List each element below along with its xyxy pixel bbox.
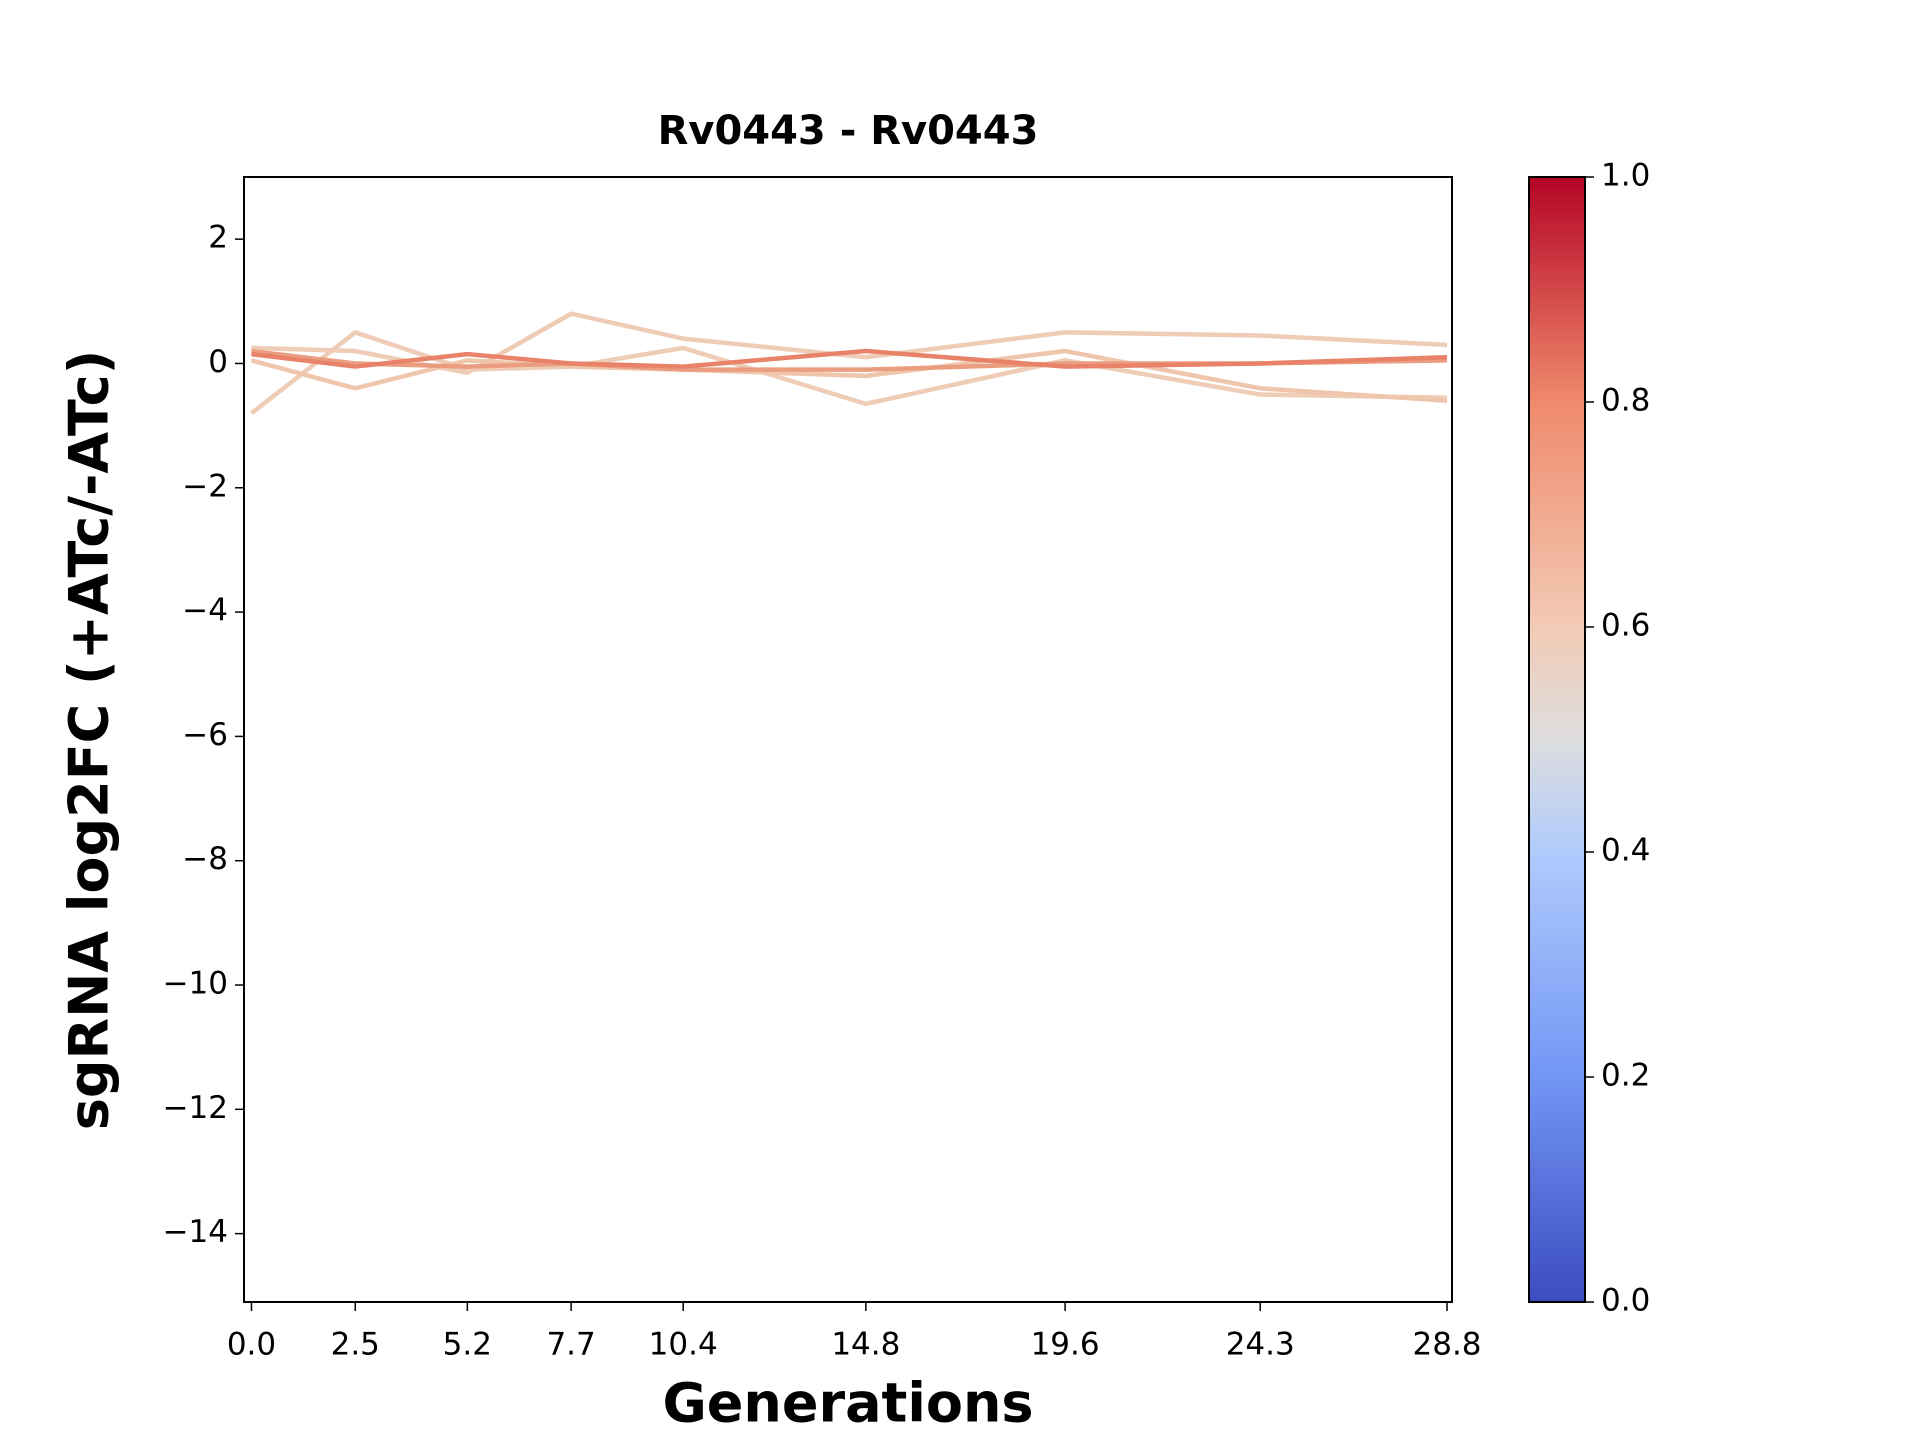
x-tick-label: 28.8 bbox=[1413, 1327, 1482, 1363]
y-tick-label: 2 bbox=[208, 220, 228, 256]
y-axis-label: sgRNA log2FC (+ATc/-ATc) bbox=[58, 350, 121, 1131]
data-line bbox=[251, 348, 1448, 369]
x-tick-label: 0.0 bbox=[227, 1327, 276, 1363]
y-tick-label: −10 bbox=[163, 966, 228, 1002]
colorbar-tick-label: 0.6 bbox=[1601, 608, 1650, 644]
x-tick-label: 10.4 bbox=[649, 1327, 718, 1363]
chart-title: Rv0443 - Rv0443 bbox=[658, 108, 1039, 154]
y-tick-label: −12 bbox=[163, 1090, 228, 1126]
x-tick-label: 14.8 bbox=[831, 1327, 900, 1363]
colorbar-tick-label: 0.0 bbox=[1601, 1283, 1650, 1319]
x-tick-label: 19.6 bbox=[1031, 1327, 1100, 1363]
colorbar bbox=[1528, 176, 1586, 1303]
x-tick-label: 5.2 bbox=[443, 1327, 492, 1363]
colorbar-tick-label: 0.2 bbox=[1601, 1058, 1650, 1094]
colorbar-tick-label: 0.4 bbox=[1601, 833, 1650, 869]
y-tick-label: −14 bbox=[163, 1214, 228, 1250]
y-tick-label: −8 bbox=[182, 841, 228, 877]
x-tick-label: 7.7 bbox=[546, 1327, 595, 1363]
colorbar-tick-label: 0.8 bbox=[1601, 383, 1650, 419]
y-tick-label: −6 bbox=[182, 717, 228, 753]
x-axis-label: Generations bbox=[662, 1372, 1033, 1435]
y-tick-label: −2 bbox=[182, 468, 228, 504]
plot-frame bbox=[243, 176, 1453, 1303]
y-tick-label: −4 bbox=[182, 593, 228, 629]
data-line bbox=[250, 330, 1448, 415]
colorbar-tick-label: 1.0 bbox=[1601, 158, 1650, 194]
x-tick-label: 24.3 bbox=[1226, 1327, 1295, 1363]
data-line bbox=[251, 311, 1448, 376]
x-tick-label: 2.5 bbox=[331, 1327, 380, 1363]
y-tick-label: 0 bbox=[208, 344, 228, 380]
